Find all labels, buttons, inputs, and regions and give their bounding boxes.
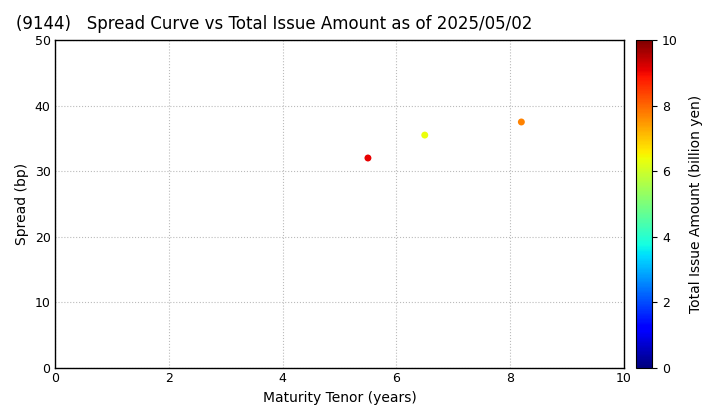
Point — [516, 118, 527, 125]
Point — [419, 132, 431, 139]
Point — [362, 155, 374, 161]
Text: (9144)   Spread Curve vs Total Issue Amount as of 2025/05/02: (9144) Spread Curve vs Total Issue Amoun… — [16, 15, 532, 33]
X-axis label: Maturity Tenor (years): Maturity Tenor (years) — [263, 391, 416, 405]
Y-axis label: Spread (bp): Spread (bp) — [15, 163, 29, 245]
Y-axis label: Total Issue Amount (billion yen): Total Issue Amount (billion yen) — [689, 95, 703, 313]
